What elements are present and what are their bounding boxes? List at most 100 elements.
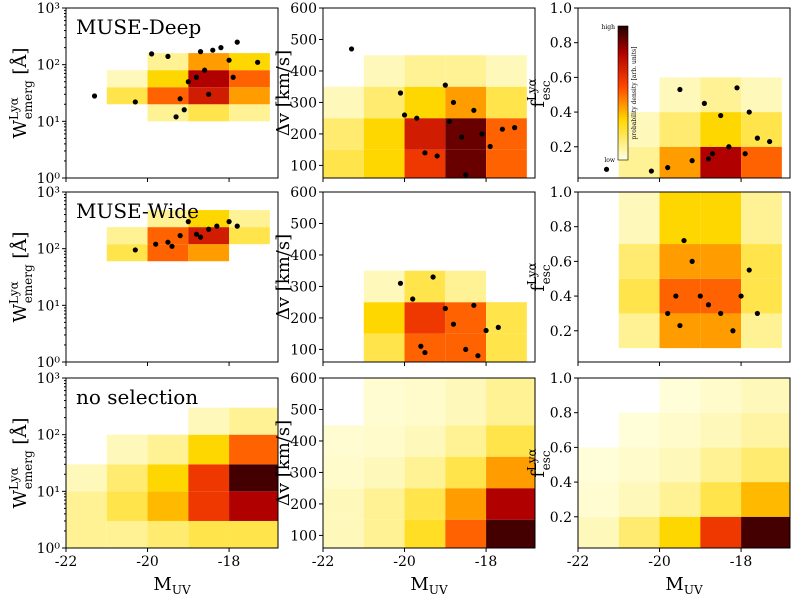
data-point (746, 267, 752, 273)
density-cell (700, 77, 742, 113)
density-cell (147, 87, 189, 105)
x-tick-label: -18 (218, 554, 241, 570)
plot-area (91, 39, 270, 122)
y-tick-label: 10² (37, 58, 60, 74)
density-cell (659, 112, 701, 147)
density-cell (741, 244, 782, 279)
y-tick-label: 10² (37, 428, 60, 444)
y-label-main: f (528, 100, 549, 108)
axes-frame (65, 7, 279, 179)
density-cell (741, 146, 782, 178)
density-cell (486, 149, 527, 178)
data-point (226, 57, 232, 63)
density-cell (618, 412, 660, 448)
data-point (255, 59, 261, 65)
data-point (149, 51, 155, 57)
data-point (197, 49, 204, 55)
data-point (450, 321, 457, 327)
colorbar-high: high (602, 24, 616, 31)
y-tick-label: 400 (290, 248, 317, 264)
y-tick-label: 10² (37, 242, 60, 258)
data-point (483, 327, 489, 334)
data-point (734, 85, 740, 91)
y-label-unit: [Å] (9, 48, 31, 81)
x-tick-label: -20 (136, 554, 159, 570)
density-cell (486, 456, 535, 489)
y-tick-label: 500 (290, 32, 317, 48)
density-cell (229, 70, 270, 88)
density-cell (323, 488, 364, 520)
density-cell (106, 434, 148, 465)
data-point (197, 234, 204, 240)
density-cell (147, 104, 189, 122)
density-cell (229, 227, 270, 245)
density-cell (188, 210, 230, 228)
y-tick-label: 0.2 (550, 324, 572, 340)
density-cell (323, 118, 364, 150)
density-cell (659, 482, 701, 517)
density-cell (486, 118, 527, 150)
x-tick-label: -22 (567, 554, 590, 570)
y-axis-label: fLyαesc (525, 448, 553, 477)
data-point (701, 100, 707, 107)
axes-frame (577, 377, 791, 549)
density-cell (66, 491, 107, 521)
density-cell (363, 425, 405, 457)
data-point (648, 168, 654, 174)
density-cell (445, 425, 487, 457)
y-label-unit: [Å] (9, 418, 31, 451)
density-cell (741, 112, 782, 147)
data-point (91, 93, 98, 99)
density-cell (486, 55, 527, 87)
density-cell (741, 192, 782, 245)
data-point (512, 125, 518, 131)
density-cell (106, 520, 148, 548)
density-cell (445, 302, 487, 334)
data-point (475, 353, 481, 359)
data-point (418, 343, 424, 349)
density-cell (363, 86, 405, 119)
density-cell (618, 244, 660, 279)
density-cell (578, 447, 619, 483)
y-tick-label: 10⁰ (37, 355, 61, 371)
axes-frame (577, 7, 791, 179)
density-cell (323, 149, 364, 178)
density-cell (486, 519, 535, 548)
y-tick-label: 0.8 (550, 406, 572, 422)
data-point (689, 258, 695, 264)
data-point (193, 74, 200, 80)
density-cell (147, 210, 189, 228)
y-tick-label: 300 (290, 95, 317, 111)
x-label-sub: UV (429, 583, 448, 596)
density-cell (741, 412, 790, 448)
data-point (169, 243, 175, 249)
data-point (430, 274, 436, 280)
y-label-sup: Lyα (7, 97, 21, 120)
data-point (665, 310, 671, 317)
density-cell (363, 302, 405, 334)
annotation: MUSE-Wide (76, 199, 199, 223)
density-cell (363, 456, 405, 489)
y-tick-label: 200 (290, 497, 317, 513)
data-point (193, 231, 200, 237)
data-point (446, 118, 452, 124)
data-point (442, 82, 448, 88)
data-point (495, 324, 501, 330)
data-point (681, 237, 687, 244)
density-cell (700, 192, 742, 245)
plot-area (578, 378, 790, 548)
y-tick-label: 0.6 (550, 254, 572, 270)
y-label-sub: esc (539, 450, 553, 470)
density-cell (486, 488, 535, 520)
density-cell (147, 227, 189, 245)
density-cell (445, 456, 487, 489)
data-point (218, 45, 224, 51)
x-tick-label: -18 (730, 554, 753, 570)
density-cell (404, 302, 446, 334)
y-tick-label: 10¹ (37, 484, 60, 500)
density-cell (404, 425, 446, 457)
x-tick-label: -18 (475, 554, 498, 570)
y-axis-label: fLyαesc (525, 78, 553, 107)
y-axis-label: fLyαesc (525, 262, 553, 291)
density-cell (700, 244, 742, 279)
